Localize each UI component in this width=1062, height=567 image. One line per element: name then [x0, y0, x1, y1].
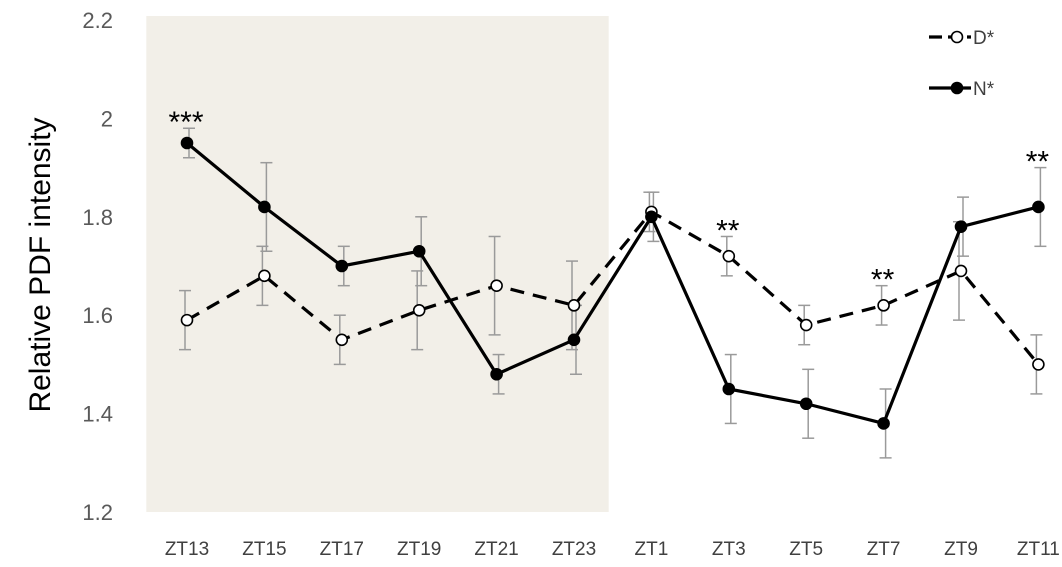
legend-label: N* [973, 79, 995, 100]
significance-marker: ** [716, 214, 740, 247]
data-point [180, 136, 194, 150]
legend-item: N* [929, 79, 995, 100]
data-point [258, 200, 271, 214]
x-tick-label: ZT13 [165, 539, 209, 560]
data-point [799, 397, 813, 411]
data-point [877, 299, 890, 312]
y-tick-label: 1.2 [82, 500, 113, 525]
series-line-n [185, 141, 1039, 426]
y-axis-ticks: 1.2 1.4 1.6 1.8 2 2.2 [82, 8, 113, 525]
data-point [877, 417, 890, 430]
x-tick-label: ZT17 [320, 539, 364, 560]
y-tick-label: 2.2 [82, 8, 113, 33]
y-tick-label: 1.4 [82, 402, 113, 427]
data-point [567, 299, 581, 312]
data-points [180, 136, 1045, 430]
data-point [490, 279, 503, 292]
data-point [258, 269, 271, 283]
data-point [722, 249, 736, 263]
significance-marker: ** [1026, 146, 1050, 179]
data-point [412, 244, 426, 258]
x-tick-label: ZT9 [944, 539, 978, 560]
x-tick-label: ZT11 [1017, 539, 1060, 560]
significance-annotations: ********* [168, 106, 1049, 296]
legend-marker [950, 81, 964, 95]
data-point [645, 210, 658, 224]
data-point [180, 313, 194, 327]
legend-label: D* [973, 28, 995, 49]
legend: D* N* [929, 28, 995, 100]
data-point [490, 367, 503, 381]
dark-phase-shading [146, 16, 609, 512]
legend-marker [950, 30, 964, 44]
x-tick-label: ZT7 [867, 539, 901, 560]
legend-item: D* [929, 28, 995, 49]
significance-marker: ** [871, 264, 895, 297]
x-axis-ticks: ZT13 ZT15 ZT17 ZT19 ZT21 ZT23 ZT1 ZT3 ZT5 ZT7 ZT9 Z… [165, 539, 1060, 560]
data-point [722, 382, 736, 396]
significance-marker: *** [168, 106, 203, 139]
x-tick-label: ZT19 [397, 539, 441, 560]
x-tick-label: ZT21 [474, 539, 518, 560]
y-tick-label: 1.6 [82, 303, 113, 328]
y-tick-label: 1.8 [82, 205, 113, 230]
shaded-region [146, 16, 609, 512]
x-tick-label: ZT23 [552, 539, 596, 560]
data-point [412, 303, 426, 317]
x-tick-label: ZT1 [635, 539, 669, 560]
y-tick-label: 2 [101, 106, 113, 131]
data-point [567, 333, 581, 347]
series-line-d [186, 210, 1040, 366]
data-point [335, 333, 349, 347]
data-point [954, 264, 968, 278]
x-tick-label: ZT3 [712, 539, 746, 560]
y-axis-label: Relative PDF intensity [24, 117, 57, 412]
series-lines [185, 141, 1040, 426]
data-point [335, 259, 349, 273]
x-tick-label: ZT5 [789, 539, 823, 560]
x-tick-label: ZT15 [242, 539, 286, 560]
data-point [1032, 200, 1045, 214]
data-point [799, 318, 813, 332]
data-point [1032, 358, 1045, 371]
data-point [954, 220, 968, 233]
